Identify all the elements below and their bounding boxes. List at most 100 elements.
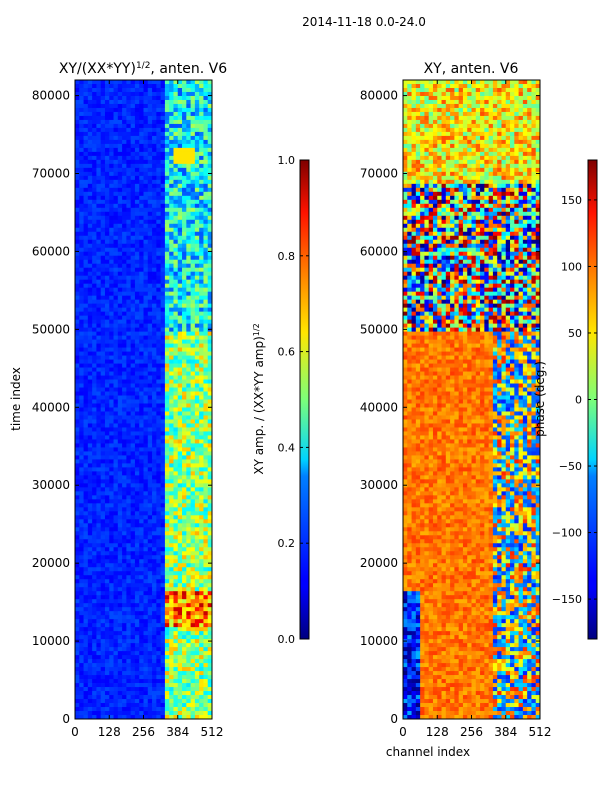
amp-heatmap-cell (182, 295, 187, 301)
amp-heatmap-cell (207, 339, 213, 344)
amp-heatmap-cell (152, 679, 157, 684)
amp-heatmap-cell (126, 107, 132, 113)
amp-heatmap-cell (113, 343, 119, 348)
amp-heatmap-cell (87, 419, 93, 424)
amp-heatmap-cell (126, 135, 132, 141)
amp-heatmap-cell (207, 619, 213, 624)
amp-heatmap-cell (182, 687, 187, 692)
amp-heatmap-cell (79, 363, 84, 368)
amp-heatmap-cell (156, 695, 162, 700)
amp-heatmap-cell (152, 95, 157, 101)
amp-heatmap-cell (130, 95, 136, 101)
amp-heatmap-cell (199, 399, 204, 404)
amp-heatmap-cell (104, 343, 110, 348)
amp-heatmap-cell (182, 359, 187, 364)
amp-heatmap-cell (164, 631, 170, 636)
amp-heatmap-cell (126, 611, 132, 616)
amp-heatmap-cell (96, 271, 102, 277)
amp-heatmap-cell (182, 279, 187, 285)
amp-heatmap-cell (122, 383, 127, 388)
amp-heatmap-cell (96, 399, 102, 404)
amp-heatmap-cell (190, 351, 196, 356)
amp-heatmap-cell (104, 603, 110, 608)
amp-heatmap-cell (109, 383, 114, 388)
amp-heatmap-cell (130, 567, 136, 572)
amp-heatmap-cell (156, 319, 162, 325)
amp-heatmap-cell (199, 223, 204, 229)
amp-heatmap-cell (122, 107, 127, 113)
amp-heatmap-cell (147, 163, 153, 169)
amp-heatmap-cell (199, 303, 204, 309)
amp-heatmap-cell (104, 683, 110, 688)
amp-heatmap-cell (182, 511, 187, 516)
amp-heatmap-cell (109, 599, 114, 604)
amp-heatmap-cell (126, 635, 132, 640)
amp-heatmap-cell (139, 591, 144, 596)
amp-heatmap-cell (160, 263, 166, 269)
amp-heatmap-cell (96, 283, 102, 289)
amp-heatmap-cell (164, 695, 170, 700)
amp-heatmap-cell (96, 311, 102, 317)
amp-heatmap-cell (194, 143, 200, 149)
amp-heatmap-cell (182, 655, 187, 660)
amp-heatmap-cell (100, 279, 106, 285)
amp-heatmap-cell (87, 295, 93, 301)
amp-heatmap-cell (169, 563, 174, 568)
amp-heatmap-cell (164, 243, 170, 249)
amp-heatmap-cell (100, 371, 106, 376)
amp-heatmap-cell (143, 111, 149, 117)
amp-heatmap-cell (109, 323, 114, 329)
amp-heatmap-cell (113, 515, 119, 520)
amp-heatmap-cell (203, 95, 209, 101)
amp-heatmap-cell (147, 659, 153, 664)
amp-heatmap-cell (177, 583, 183, 588)
amp-heatmap-cell (147, 167, 153, 173)
amp-heatmap-cell (186, 375, 191, 380)
amp-heatmap-cell (92, 507, 97, 512)
amp-heatmap-cell (190, 383, 196, 388)
amp-heatmap-cell (96, 627, 102, 632)
amp-heatmap-cell (203, 331, 209, 336)
amp-heatmap-cell (104, 383, 110, 388)
amp-heatmap-cell (164, 411, 170, 416)
amp-heatmap-cell (96, 667, 102, 672)
amp-heatmap-cell (96, 203, 102, 209)
amp-heatmap-cell (139, 471, 144, 476)
amp-heatmap-cell (83, 191, 89, 197)
amp-heatmap-cell (199, 387, 204, 392)
amp-heatmap-cell (104, 559, 110, 564)
amp-heatmap-cell (139, 199, 144, 205)
amp-heatmap-cell (156, 587, 162, 592)
amp-heatmap-cell (83, 399, 89, 404)
amp-heatmap-cell (79, 359, 84, 364)
amp-heatmap-cell (169, 691, 174, 696)
amp-heatmap-cell (122, 467, 127, 472)
amp-heatmap-cell (96, 263, 102, 269)
amp-heatmap-cell (100, 299, 106, 305)
amp-heatmap-cell (147, 699, 153, 704)
amp-heatmap-cell (139, 571, 144, 576)
amp-heatmap-cell (160, 543, 166, 548)
amp-heatmap-cell (147, 595, 153, 600)
amp-heatmap-cell (203, 495, 209, 500)
amp-heatmap-cell (199, 607, 204, 612)
amp-heatmap-cell (160, 179, 166, 185)
amp-heatmap-cell (164, 111, 170, 117)
amp-heatmap-cell (169, 519, 174, 524)
amp-heatmap-cell (96, 619, 102, 624)
amp-heatmap-cell (104, 315, 110, 321)
amp-heatmap-cell (126, 163, 132, 169)
amp-heatmap-cell (143, 423, 149, 428)
amp-heatmap-cell (109, 455, 114, 460)
amp-heatmap-cell (173, 671, 179, 676)
amp-heatmap-cell (75, 131, 80, 137)
amp-heatmap-cell (83, 631, 89, 636)
amp-heatmap-cell (139, 567, 144, 572)
amp-heatmap-cell (173, 675, 179, 680)
amp-heatmap-cell (147, 123, 153, 129)
amp-heatmap-cell (83, 243, 89, 249)
amp-heatmap-cell (194, 527, 200, 532)
amp-heatmap-cell (117, 355, 123, 360)
amp-heatmap-cell (92, 599, 97, 604)
amp-heatmap-cell (109, 387, 114, 392)
